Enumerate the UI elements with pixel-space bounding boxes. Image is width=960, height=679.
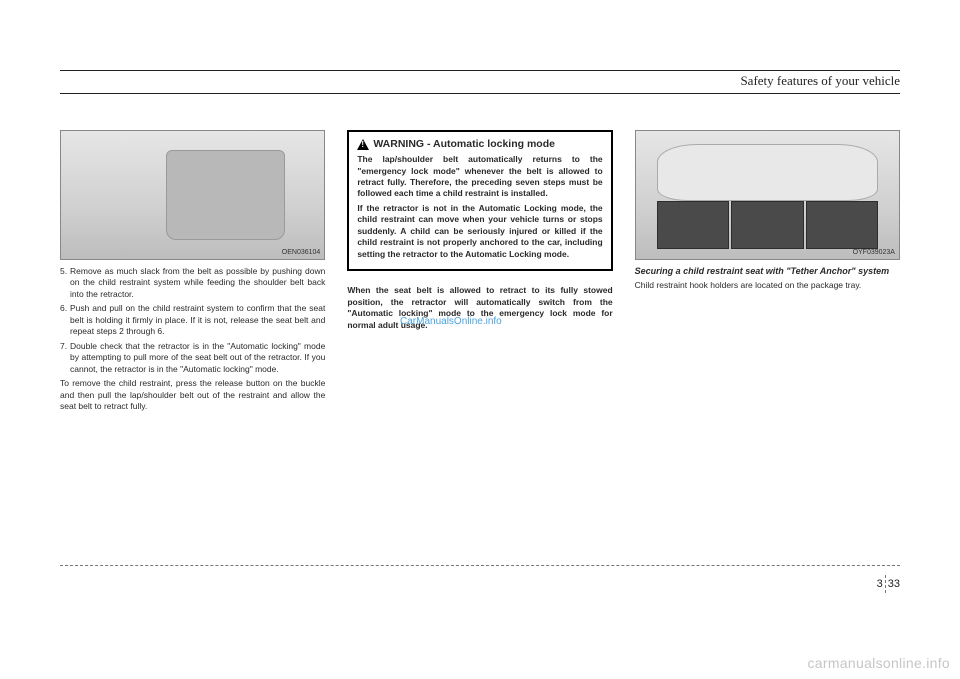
- bottom-dashed-rule: [60, 565, 900, 566]
- panel: [731, 201, 803, 248]
- list-number: 5.: [60, 266, 70, 300]
- manual-page: Safety features of your vehicle CarManua…: [0, 0, 960, 679]
- list-text: Push and pull on the child restraint sys…: [70, 303, 325, 337]
- section-title: Safety features of your vehicle: [740, 73, 900, 89]
- warning-title: WARNING - Automatic locking mode: [373, 138, 602, 150]
- warning-paragraph: The lap/shoulder belt automatically retu…: [357, 154, 602, 200]
- content-columns: OEN036104 5. Remove as much slack from t…: [60, 130, 900, 416]
- list-text: Double check that the retractor is in th…: [70, 341, 325, 375]
- list-number: 6.: [60, 303, 70, 337]
- figure-child-seat: OEN036104: [60, 130, 325, 260]
- list-text: Remove as much slack from the belt as po…: [70, 266, 325, 300]
- warning-triangle-icon: [357, 139, 369, 150]
- list-item: 6. Push and pull on the child restraint …: [60, 303, 325, 337]
- illustration: [636, 131, 899, 259]
- section-number: 3: [877, 578, 883, 590]
- page-number-value: 33: [888, 578, 900, 590]
- seat-icon: [166, 150, 284, 240]
- page-number: 3 33: [877, 575, 900, 593]
- panel: [806, 201, 878, 248]
- warning-box: WARNING - Automatic locking mode The lap…: [347, 130, 612, 271]
- column-1: OEN036104 5. Remove as much slack from t…: [60, 130, 325, 416]
- footer-watermark: carmanualsonline.info: [808, 655, 951, 671]
- car-top-view-icon: [657, 144, 878, 202]
- page-num-divider: [885, 575, 886, 593]
- list-number: 7.: [60, 341, 70, 375]
- list-item: 7. Double check that the retractor is in…: [60, 341, 325, 375]
- list-item: 5. Remove as much slack from the belt as…: [60, 266, 325, 300]
- figure-label: OYF039023A: [853, 248, 895, 257]
- paragraph: To remove the child restraint, press the…: [60, 378, 325, 412]
- top-rule: [60, 70, 900, 71]
- warning-title-row: WARNING - Automatic locking mode: [357, 138, 602, 150]
- column-3: OYF039023A Securing a child restraint se…: [635, 130, 900, 416]
- warning-subtitle: - Automatic locking mode: [427, 138, 555, 150]
- figure-label: OEN036104: [282, 248, 321, 257]
- paragraph: Child restraint hook holders are located…: [635, 280, 900, 291]
- illustration: [61, 131, 324, 259]
- panel: [657, 201, 729, 248]
- warning-paragraph: If the retractor is not in the Automatic…: [357, 203, 602, 260]
- bold-paragraph: When the seat belt is allowed to retract…: [347, 285, 612, 331]
- warning-label: WARNING: [373, 138, 424, 150]
- figure-tether-anchor: OYF039023A: [635, 130, 900, 260]
- header-row: Safety features of your vehicle: [60, 73, 900, 94]
- subsection-heading: Securing a child restraint seat with "Te…: [635, 266, 900, 277]
- column-2: WARNING - Automatic locking mode The lap…: [347, 130, 612, 416]
- anchor-panels: [657, 201, 878, 248]
